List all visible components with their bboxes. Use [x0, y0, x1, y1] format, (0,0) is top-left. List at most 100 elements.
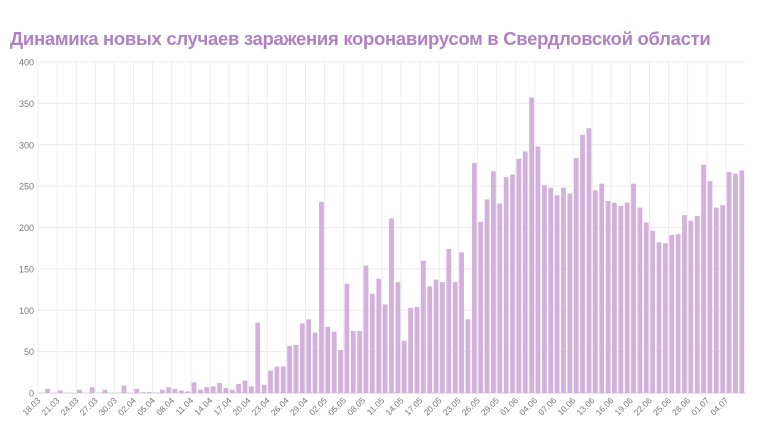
bar — [159, 389, 165, 393]
bar — [471, 162, 477, 393]
bar — [77, 389, 82, 393]
bar — [89, 387, 95, 393]
bar — [580, 134, 585, 393]
bar — [707, 181, 713, 393]
bar — [350, 330, 356, 393]
x-tick-label: 19.06 — [613, 395, 635, 417]
y-tick-label: 100 — [19, 306, 34, 316]
bar — [561, 187, 566, 393]
x-tick-label: 02.05 — [307, 395, 329, 417]
bar — [535, 146, 541, 393]
bar — [491, 171, 496, 393]
bar — [414, 306, 420, 393]
bar — [688, 220, 694, 393]
bar — [236, 383, 242, 393]
y-tick-label: 300 — [19, 140, 34, 150]
x-tick-label: 27.03 — [78, 395, 100, 417]
bar — [733, 173, 738, 393]
bar — [573, 157, 579, 393]
x-tick-label: 30.03 — [97, 395, 119, 417]
bar — [529, 97, 535, 394]
bar — [669, 234, 675, 393]
bar — [497, 203, 503, 393]
bar — [382, 304, 388, 393]
bar — [121, 385, 127, 393]
bar — [140, 392, 146, 393]
x-tick-label: 01.07 — [689, 395, 711, 417]
bar — [465, 319, 471, 393]
bar — [701, 164, 706, 393]
bar — [612, 202, 617, 393]
bar — [344, 283, 350, 393]
bar — [268, 370, 273, 393]
x-tick-label: 14.04 — [192, 395, 214, 417]
x-tick-label: 28.06 — [670, 395, 692, 417]
bar — [484, 199, 490, 393]
x-tick-label: 25.06 — [651, 395, 673, 417]
bar — [166, 387, 171, 393]
bar — [586, 128, 592, 393]
bar — [401, 340, 407, 393]
bar — [624, 202, 630, 393]
y-tick-label: 0 — [29, 389, 34, 399]
x-tick-label: 05.05 — [326, 395, 348, 417]
bar — [662, 243, 668, 393]
x-tick-label: 17.04 — [211, 395, 233, 417]
bar — [720, 205, 726, 393]
bar — [643, 222, 649, 393]
bar — [713, 207, 719, 393]
bar — [185, 391, 191, 393]
bar — [287, 345, 292, 393]
bar — [198, 389, 203, 393]
bar — [567, 193, 573, 393]
bar — [299, 323, 305, 393]
bar — [229, 389, 235, 393]
x-tick-label: 08.04 — [154, 395, 176, 417]
x-tick-label: 29.05 — [479, 395, 501, 417]
bar — [223, 388, 229, 393]
x-tick-label: 14.05 — [383, 395, 405, 417]
bar — [427, 286, 433, 393]
y-tick-label: 350 — [19, 99, 34, 109]
bar — [57, 390, 63, 393]
bar — [255, 322, 261, 393]
x-tick-label: 26.05 — [460, 395, 482, 417]
x-tick-label: 23.05 — [441, 395, 463, 417]
bar — [331, 331, 337, 393]
bar — [503, 177, 509, 393]
x-tick-label: 29.04 — [288, 395, 310, 417]
x-tick-label: 24.03 — [59, 395, 81, 417]
bar — [217, 383, 222, 393]
bar — [675, 234, 681, 393]
x-tick-label: 05.04 — [135, 395, 157, 417]
bar — [147, 392, 152, 393]
bar — [440, 282, 445, 393]
y-tick-label: 250 — [19, 182, 34, 192]
bar — [631, 183, 636, 393]
bar — [306, 319, 312, 393]
bar — [338, 349, 343, 393]
y-tick-label: 400 — [19, 58, 34, 68]
x-tick-label: 18.03 — [20, 395, 42, 417]
bar — [191, 382, 197, 393]
y-tick-label: 50 — [24, 347, 34, 357]
bar — [516, 158, 522, 393]
x-tick-label: 02.04 — [116, 395, 138, 417]
bar — [650, 230, 656, 393]
bar — [395, 282, 401, 393]
bar — [618, 205, 624, 393]
bar — [459, 252, 464, 393]
bar — [420, 260, 426, 393]
x-tick-label: 17.05 — [402, 395, 424, 417]
bar — [554, 195, 560, 393]
bar — [478, 221, 484, 393]
x-tick-label: 20.04 — [230, 395, 252, 417]
x-tick-label: 04.06 — [517, 395, 539, 417]
bar — [45, 388, 50, 393]
bar — [312, 332, 318, 393]
x-tick-label: 04.07 — [708, 395, 730, 417]
x-tick-label: 26.04 — [269, 395, 291, 417]
bar — [376, 278, 382, 393]
x-tick-label: 20.05 — [422, 395, 444, 417]
x-tick-label: 11.04 — [174, 395, 196, 417]
